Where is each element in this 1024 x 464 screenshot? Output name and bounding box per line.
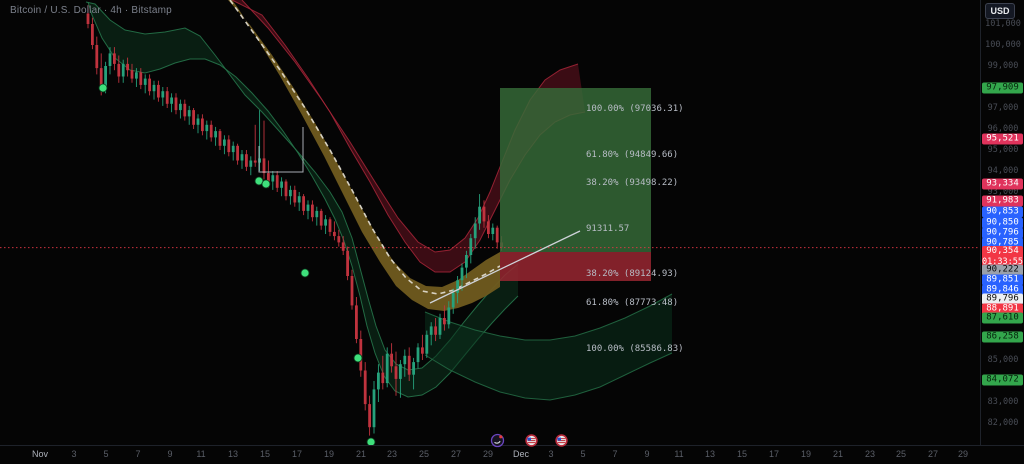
time-tick-label: 21 [355, 449, 367, 459]
time-tick-label: 13 [227, 449, 239, 459]
signal-dot-marker [300, 268, 310, 278]
time-tick-label: 3 [71, 449, 77, 459]
price-tick-label: 95,000 [987, 145, 1019, 155]
time-tick-label: 7 [612, 449, 618, 459]
price-tick-label: 96,000 [987, 124, 1019, 134]
time-tick-label: 25 [418, 449, 430, 459]
symbol-title: Bitcoin / U.S. Dollar · 4h · Bitstamp [10, 5, 172, 16]
price-tick-label: 85,000 [987, 355, 1019, 365]
time-tick-label: 23 [386, 449, 398, 459]
candle-countdown: 01:33:55 [982, 257, 1023, 267]
price-tick-label: 100,000 [985, 40, 1021, 50]
fib-level-label: 100.00% (97036.31) [586, 104, 684, 114]
time-tick-label: 17 [768, 449, 780, 459]
time-tick-label: 9 [167, 449, 173, 459]
price-tick-label: 82,000 [987, 418, 1019, 428]
green-band-lower-edge [87, 1, 519, 398]
time-tick-label: 15 [259, 449, 271, 459]
chart-canvas[interactable]: 100.00% (97036.31) 61.80% (94849.66) 38.20… [0, 0, 980, 445]
fib-level-label: 38.20% (89124.93) [586, 269, 678, 279]
time-tick-label: 19 [323, 449, 335, 459]
time-tick-label: 5 [580, 449, 586, 459]
price-level-label: 89,796 [982, 293, 1023, 305]
maroon-band [232, 0, 585, 272]
signal-dot-marker [98, 83, 108, 93]
price-level-label: 89,851 [982, 274, 1023, 286]
green-band [86, 2, 518, 397]
price-range-drawing [258, 127, 304, 173]
price-level-label: 86,258 [982, 331, 1023, 343]
price-level-label: 90,853 [982, 206, 1023, 218]
fib-level-label: 100.00% (85586.83) [586, 344, 684, 354]
price-level-label: 91,983 [982, 195, 1023, 207]
price-tick-label: 97,000 [987, 103, 1019, 113]
time-tick-label: 13 [704, 449, 716, 459]
price-tick-label: 99,000 [987, 61, 1019, 71]
time-tick-label: 15 [736, 449, 748, 459]
candlesticks [86, 5, 503, 436]
time-tick-label: 19 [800, 449, 812, 459]
time-tick-label: 21 [832, 449, 844, 459]
lower-green-band-lower-edge [424, 352, 673, 401]
price-level-label: 95,521 [982, 133, 1023, 145]
price-level-label: 97,909 [982, 82, 1023, 94]
price-level-label: 93,334 [982, 178, 1023, 190]
time-tick-label: Dec [512, 449, 530, 459]
fib-green-zone [500, 88, 651, 252]
time-tick-label: 17 [291, 449, 303, 459]
time-tick-label: 27 [927, 449, 939, 459]
time-tick-label: 9 [644, 449, 650, 459]
price-tick-label: 83,000 [987, 397, 1019, 407]
time-tick-label: 3 [548, 449, 554, 459]
time-tick-label: Nov [31, 449, 49, 459]
price-tick-label: 94,000 [987, 166, 1019, 176]
signal-dot-marker [366, 437, 376, 445]
time-tick-label: 29 [957, 449, 969, 459]
fib-level-label: 61.80% (94849.66) [586, 150, 678, 160]
price-tick-label: 93,000 [987, 187, 1019, 197]
price-level-label: 88,891 [982, 303, 1023, 315]
price-level-label: 90,785 [982, 237, 1023, 249]
purple-swirl-event-icon[interactable] [490, 433, 505, 448]
signal-dot-marker [261, 179, 271, 189]
price-level-label: 90,222 [982, 264, 1023, 276]
price-level-label: 87,610 [982, 312, 1023, 324]
brown-band [228, 0, 500, 311]
price-level-label: 90,796 [982, 227, 1023, 239]
current-price-label: 90,354 01:33:55 [982, 246, 1023, 268]
fib-level-label: 91311.57 [586, 224, 629, 234]
lower-green-band-upper-edge [424, 293, 673, 341]
fib-level-label: 38.20% (93498.22) [586, 178, 678, 188]
price-level-label: 84,072 [982, 374, 1023, 386]
time-tick-label: 7 [135, 449, 141, 459]
us-flag-event-icon[interactable] [524, 433, 539, 448]
time-tick-label: 23 [864, 449, 876, 459]
price-axis[interactable]: 101,000100,00099,00098,00097,00096,00095… [980, 0, 1024, 445]
time-tick-label: 27 [450, 449, 462, 459]
time-tick-label: 11 [674, 449, 684, 459]
time-tick-label: 5 [103, 449, 109, 459]
price-level-label: 90,850 [982, 217, 1023, 229]
price-level-label: 89,846 [982, 284, 1023, 296]
lower-green-band [425, 294, 672, 400]
price-tick-label: 101,000 [985, 19, 1021, 29]
time-tick-label: 29 [482, 449, 494, 459]
time-tick-label: 25 [895, 449, 907, 459]
trendline [429, 230, 581, 304]
time-tick-label: 11 [196, 449, 206, 459]
signal-dot-marker [353, 353, 363, 363]
fib-level-label: 61.80% (87773.48) [586, 298, 678, 308]
time-axis[interactable]: Nov 3 5 7 9 11 13 15 17 19 21 23 25 27 29 Dec 3 5 7 9 11 13 15… [0, 445, 1024, 464]
us-flag-event-icon[interactable] [554, 433, 569, 448]
basis-dashed-line [229, 0, 501, 295]
currency-toggle-button[interactable]: USD [985, 3, 1015, 19]
